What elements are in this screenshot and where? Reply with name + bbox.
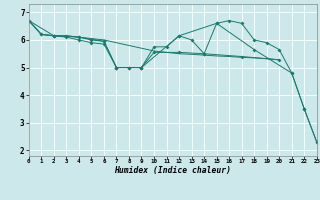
X-axis label: Humidex (Indice chaleur): Humidex (Indice chaleur) (114, 166, 231, 175)
